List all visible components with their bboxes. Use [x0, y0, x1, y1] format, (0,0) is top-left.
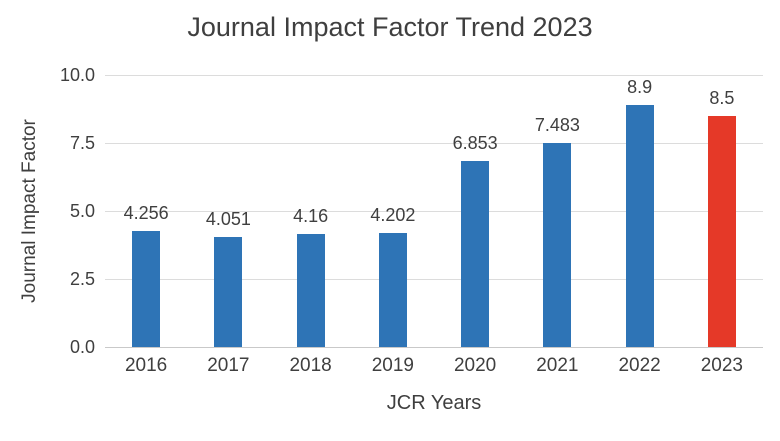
bar-value-label-2022: 8.9 — [627, 76, 653, 97]
gridline-y-0.0 — [105, 347, 763, 348]
gridline-y-2.5 — [105, 279, 763, 280]
x-tick-label-2018: 2018 — [289, 355, 332, 376]
bar-2022 — [625, 104, 654, 347]
bar-value-label-2017: 4.051 — [205, 208, 251, 229]
bar-2017 — [214, 236, 243, 347]
y-tick-label-7.5: 7.5 — [69, 133, 95, 153]
gridline-y-5.0 — [105, 211, 763, 212]
bar-value-label-2020: 6.853 — [452, 132, 498, 153]
bar-2018 — [296, 233, 325, 347]
plot-area: 4.256 4.051 4.16 4.202 6.853 7.483 8.9 8.5 — [105, 75, 763, 348]
x-tick-label-2016: 2016 — [124, 355, 168, 376]
x-axis-tick-labels: 2016 2017 2018 2019 2020 2021 2022 2023 — [105, 356, 763, 378]
gridline-y-10.0 — [105, 75, 763, 76]
gridline-y-7.5 — [105, 143, 763, 144]
bar-2020 — [461, 160, 490, 347]
y-tick-label-2.5: 2.5 — [69, 269, 95, 289]
bar-value-label-2023: 8.5 — [709, 87, 735, 108]
bar-2016 — [132, 231, 161, 347]
bar-2019 — [378, 232, 407, 347]
bar-value-label-2019: 4.202 — [370, 204, 416, 225]
y-axis-tick-labels: 0.0 2.5 5.0 7.5 10.0 — [0, 0, 95, 441]
y-tick-label-5.0: 5.0 — [69, 201, 95, 221]
y-tick-label-0.0: 0.0 — [69, 337, 95, 357]
bar-value-label-2018: 4.16 — [293, 205, 329, 226]
bar-2023 — [707, 115, 736, 347]
chart-title: Journal Impact Factor Trend 2023 — [187, 12, 593, 42]
y-tick-label-10.0: 10.0 — [59, 65, 95, 85]
bar-value-label-2021: 7.483 — [534, 115, 580, 136]
bar-2021 — [543, 143, 572, 347]
x-tick-label-2019: 2019 — [371, 355, 415, 376]
bar-value-label-2016: 4.256 — [123, 203, 169, 224]
x-axis-title: JCR Years — [386, 392, 482, 414]
x-tick-label-2023: 2023 — [700, 355, 744, 376]
x-tick-label-2020: 2020 — [453, 355, 497, 376]
x-tick-label-2017: 2017 — [207, 355, 250, 376]
x-tick-label-2021: 2021 — [536, 355, 579, 376]
x-tick-label-2022: 2022 — [618, 355, 661, 376]
